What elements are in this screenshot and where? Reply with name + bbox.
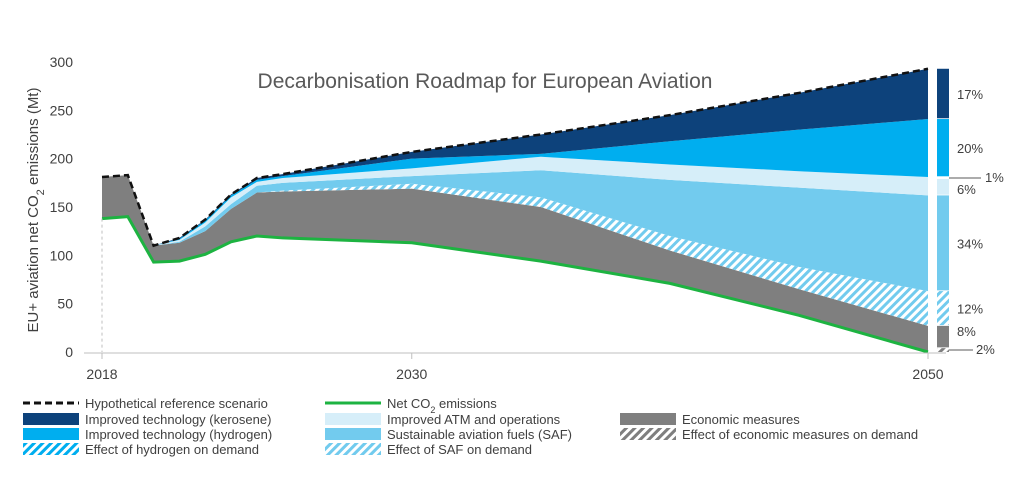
share-bar-segment xyxy=(937,291,949,326)
x-tick-label: 2050 xyxy=(912,366,943,382)
legend-label: Economic measures xyxy=(682,412,800,427)
legend-label: Effect of economic measures on demand xyxy=(682,427,918,442)
legend-swatch xyxy=(620,428,676,440)
legend-label: Effect of hydrogen on demand xyxy=(85,442,259,457)
y-tick-label: 100 xyxy=(50,247,74,263)
y-tick-label: 0 xyxy=(65,344,73,360)
legend-swatch xyxy=(23,428,79,440)
net-emissions-line xyxy=(101,215,929,354)
legend: Hypothetical reference scenario Net CO2 e… xyxy=(23,396,918,457)
legend-label: Hypothetical reference scenario xyxy=(85,396,268,411)
reference-line xyxy=(101,67,929,248)
area-improved-technology-hydrogen- xyxy=(102,119,928,246)
y-axis-label: EU+ aviation net CO2 emissions (Mt) xyxy=(25,88,47,333)
share-label: 6% xyxy=(957,182,976,197)
share-bar-segment xyxy=(937,348,949,352)
share-bar-segment xyxy=(937,195,949,292)
area-improved-technology-kerosene- xyxy=(102,68,928,246)
x-axis: 2018 2030 2050 xyxy=(84,352,946,382)
legend-label: Improved technology (kerosene) xyxy=(85,412,271,427)
legend-swatch xyxy=(325,428,381,440)
share-label: 8% xyxy=(957,324,976,339)
legend-item-effect-of-saf-on-demand: Effect of SAF on demand xyxy=(325,442,532,457)
legend-swatch xyxy=(325,443,381,455)
x-tick-label: 2030 xyxy=(396,366,427,382)
share-bar-segment xyxy=(937,178,949,196)
legend-swatch xyxy=(325,413,381,425)
legend-item-effect-of-hydrogen-on-demand: Effect of hydrogen on demand xyxy=(23,442,259,457)
y-tick-label: 200 xyxy=(50,151,74,167)
share-bar-segment xyxy=(937,325,949,349)
legend-label: Effect of SAF on demand xyxy=(387,442,532,457)
legend-item-effect-of-economic-measures-on-demand: Effect of economic measures on demand xyxy=(620,427,918,442)
share-label: 34% xyxy=(957,236,983,251)
y-axis: 0 50 100 150 200 250 300 xyxy=(50,54,74,360)
legend-label: Improved technology (hydrogen) xyxy=(85,427,272,442)
y-tick-label: 150 xyxy=(50,199,74,215)
legend-label: Net CO2 emissions xyxy=(387,396,497,415)
legend-swatch xyxy=(620,413,676,425)
y-tick-label: 300 xyxy=(50,54,74,70)
share-label: 17% xyxy=(957,87,983,102)
legend-label: Sustainable aviation fuels (SAF) xyxy=(387,427,572,442)
share-label: 12% xyxy=(957,302,983,317)
share-label: 2% xyxy=(976,342,995,357)
legend-swatch xyxy=(23,413,79,425)
share-label: 1% xyxy=(985,170,1004,185)
legend-item-improved-technology-kerosene-: Improved technology (kerosene) xyxy=(23,412,271,427)
legend-item-improved-atm-and-operations: Improved ATM and operations xyxy=(325,412,561,427)
share-label: 20% xyxy=(957,141,983,156)
share-bar-segment xyxy=(937,119,949,178)
share-bar-segment xyxy=(937,177,949,179)
legend-item-economic-measures: Economic measures xyxy=(620,412,800,427)
legend-item-net-co-emissions: Net CO2 emissions xyxy=(325,396,497,415)
legend-item-hypothetical-reference-scenario: Hypothetical reference scenario xyxy=(23,396,268,411)
share-bar: 17% 20%1% 6% 34% 12% 8%2% xyxy=(937,68,1004,357)
share-bar-segment xyxy=(937,68,949,120)
x-tick-label: 2018 xyxy=(86,366,117,382)
legend-swatch xyxy=(23,443,79,455)
area-improved-atm-and-operations xyxy=(102,156,928,246)
legend-item-improved-technology-hydrogen-: Improved technology (hydrogen) xyxy=(23,427,272,442)
y-tick-label: 50 xyxy=(57,296,73,312)
legend-label: Improved ATM and operations xyxy=(387,412,561,427)
stacked-areas xyxy=(102,68,928,352)
legend-item-sustainable-aviation-fuels-saf-: Sustainable aviation fuels (SAF) xyxy=(325,427,572,442)
area-economic-measures xyxy=(102,175,928,352)
area-sustainable-aviation-fuels-saf- xyxy=(102,170,928,292)
chart-title: Decarbonisation Roadmap for European Avi… xyxy=(258,70,713,93)
series-lines xyxy=(101,67,929,354)
y-tick-label: 250 xyxy=(50,102,74,118)
